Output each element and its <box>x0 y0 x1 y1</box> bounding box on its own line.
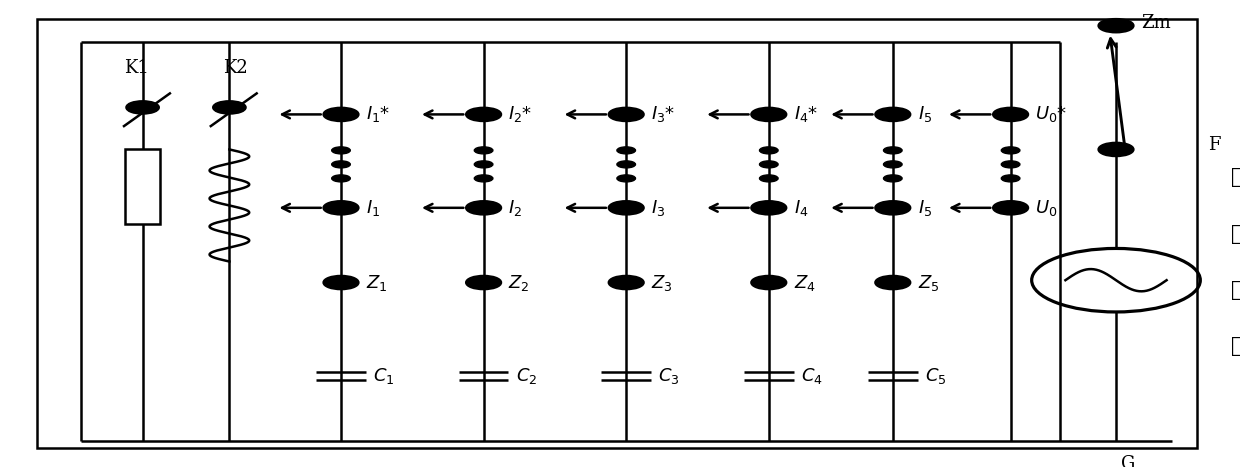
Circle shape <box>759 161 779 168</box>
Circle shape <box>759 175 779 182</box>
Circle shape <box>751 201 786 214</box>
Circle shape <box>759 147 779 154</box>
Circle shape <box>618 175 635 182</box>
Circle shape <box>1099 143 1133 156</box>
Circle shape <box>213 101 246 113</box>
Circle shape <box>875 201 910 214</box>
Text: $Z_3$: $Z_3$ <box>651 273 672 292</box>
Text: $I_1$*: $I_1$* <box>366 105 391 124</box>
Circle shape <box>466 276 501 289</box>
Circle shape <box>474 175 494 182</box>
Text: $Z_5$: $Z_5$ <box>918 273 939 292</box>
Bar <box>125 149 160 224</box>
Circle shape <box>126 101 159 113</box>
Text: $I_5$: $I_5$ <box>918 105 932 124</box>
Circle shape <box>1099 19 1133 32</box>
Circle shape <box>875 276 910 289</box>
Circle shape <box>883 161 901 168</box>
Text: 发生: 发生 <box>1231 280 1240 299</box>
Text: $I_3$*: $I_3$* <box>651 105 676 124</box>
Circle shape <box>474 161 494 168</box>
Text: $U_0$*: $U_0$* <box>1035 105 1068 124</box>
Circle shape <box>883 175 901 182</box>
Circle shape <box>466 108 501 121</box>
Text: $I_1$: $I_1$ <box>366 198 379 218</box>
Circle shape <box>883 147 901 154</box>
Circle shape <box>993 108 1028 121</box>
Text: 信号: 信号 <box>1231 224 1240 243</box>
Circle shape <box>1002 147 1019 154</box>
Text: $I_4$*: $I_4$* <box>794 105 818 124</box>
Circle shape <box>332 175 351 182</box>
Circle shape <box>1002 161 1019 168</box>
Circle shape <box>324 276 358 289</box>
Text: $C_2$: $C_2$ <box>516 366 537 386</box>
Circle shape <box>751 276 786 289</box>
Text: $C_3$: $C_3$ <box>658 366 680 386</box>
Text: $I_5$: $I_5$ <box>918 198 932 218</box>
Circle shape <box>1002 175 1019 182</box>
Circle shape <box>993 201 1028 214</box>
Circle shape <box>466 201 501 214</box>
Text: G: G <box>1121 455 1136 467</box>
Circle shape <box>332 147 351 154</box>
Circle shape <box>609 108 644 121</box>
Text: $C_1$: $C_1$ <box>373 366 394 386</box>
Circle shape <box>609 276 644 289</box>
Text: Zm: Zm <box>1141 14 1171 32</box>
Circle shape <box>875 108 910 121</box>
Text: $C_5$: $C_5$ <box>925 366 946 386</box>
Text: 器: 器 <box>1231 336 1240 355</box>
Text: K1: K1 <box>124 59 149 77</box>
Circle shape <box>751 108 786 121</box>
Text: $Z_1$: $Z_1$ <box>366 273 387 292</box>
Text: $Z_2$: $Z_2$ <box>508 273 529 292</box>
Circle shape <box>618 161 635 168</box>
Text: $I_2$*: $I_2$* <box>508 105 533 124</box>
Text: 电压: 电压 <box>1231 168 1240 187</box>
Circle shape <box>474 147 494 154</box>
Circle shape <box>324 108 358 121</box>
Circle shape <box>332 161 351 168</box>
Text: $C_4$: $C_4$ <box>801 366 823 386</box>
Text: $Z_4$: $Z_4$ <box>794 273 816 292</box>
Text: F: F <box>1208 136 1220 154</box>
Circle shape <box>324 201 358 214</box>
Text: K2: K2 <box>223 59 248 77</box>
Circle shape <box>609 201 644 214</box>
Text: $I_4$: $I_4$ <box>794 198 808 218</box>
Text: $I_2$: $I_2$ <box>508 198 522 218</box>
Text: $I_3$: $I_3$ <box>651 198 666 218</box>
Circle shape <box>618 147 635 154</box>
Text: $U_0$: $U_0$ <box>1035 198 1058 218</box>
